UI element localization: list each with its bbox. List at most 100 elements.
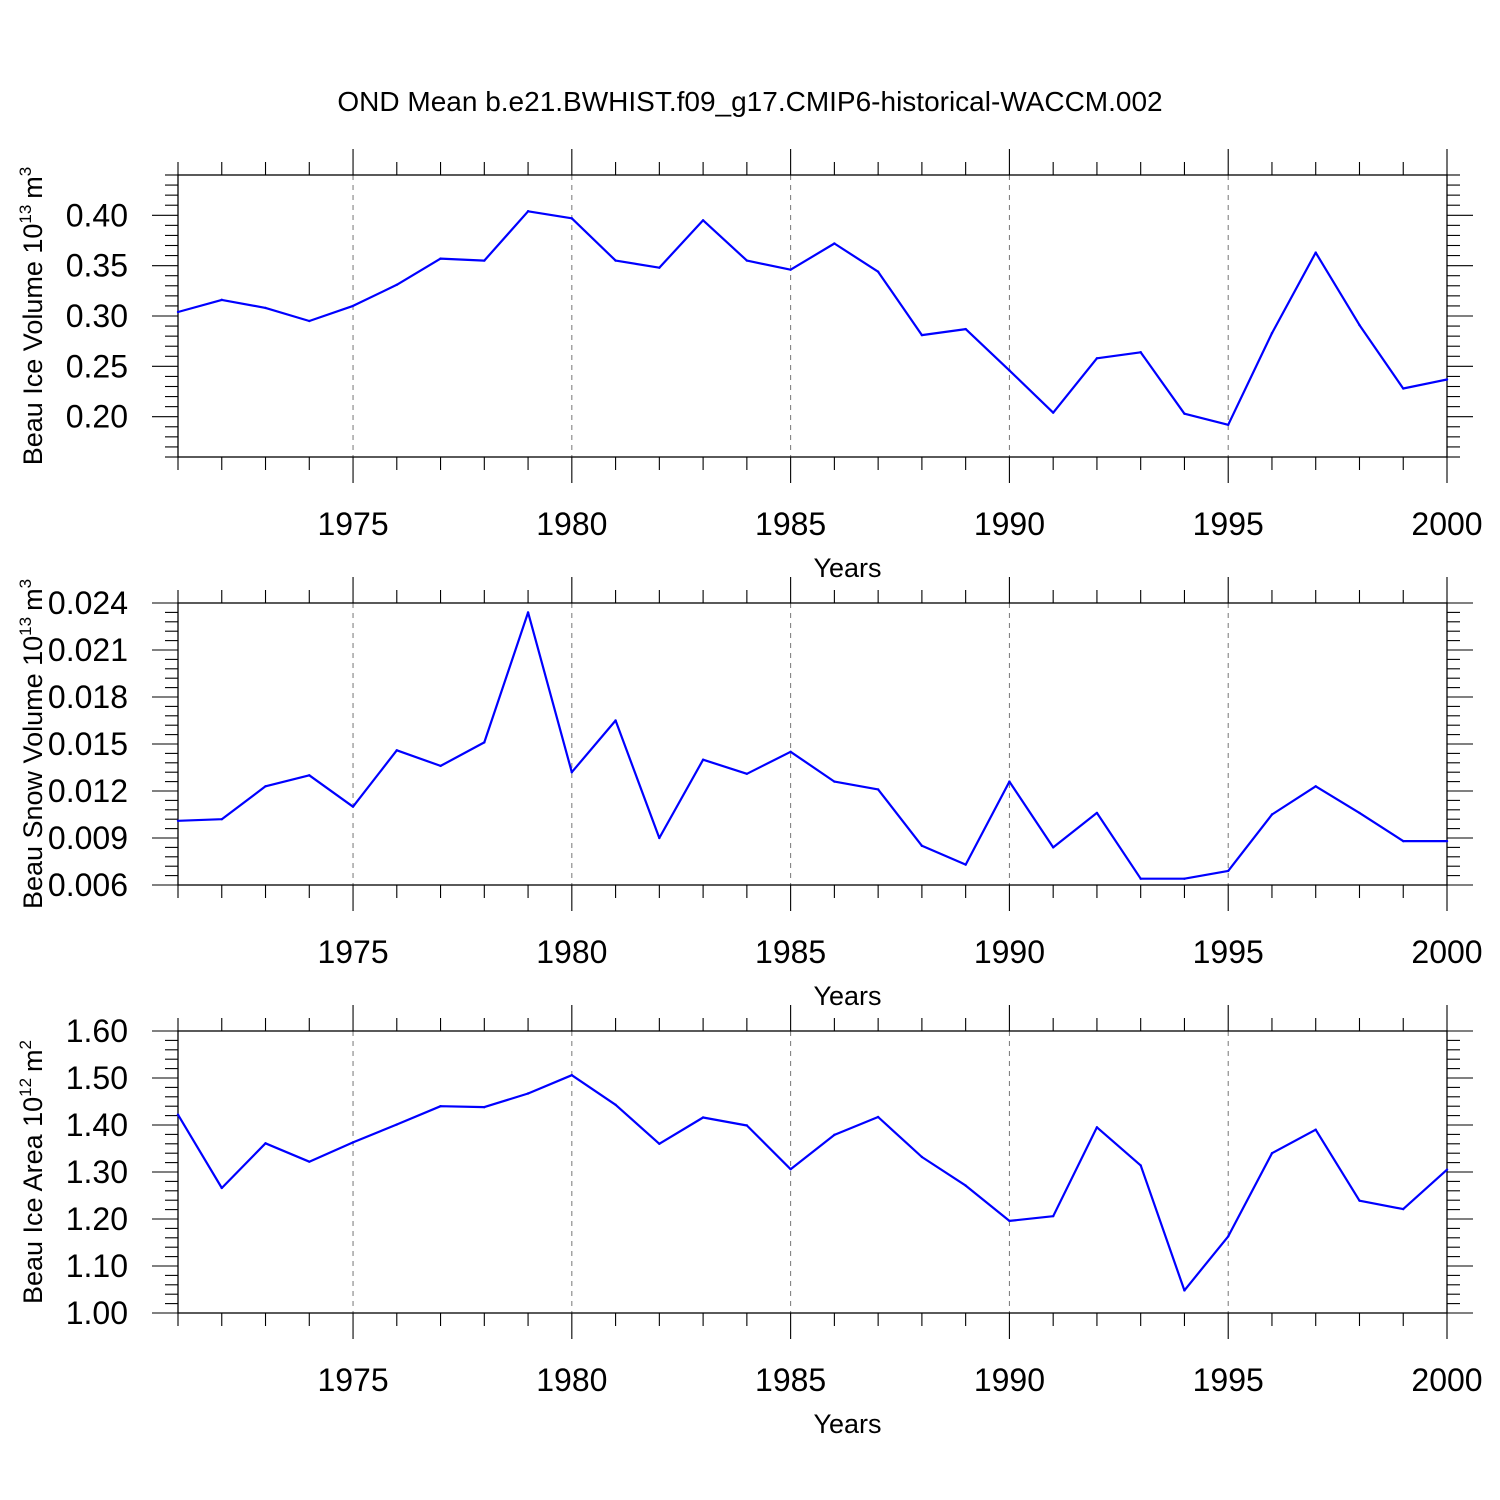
data-point — [439, 1105, 442, 1108]
data-point — [1008, 1219, 1011, 1223]
data-point — [833, 780, 836, 783]
data-point — [920, 333, 924, 337]
x-tick-label: 1985 — [755, 934, 826, 970]
data-point — [1402, 839, 1405, 843]
data-point — [351, 304, 355, 308]
chart-panel-1: 1975 1980 1985 1990 1995 2000 Years 0.20 0.25 0.3… — [16, 149, 1483, 583]
x-tick-label: 1990 — [974, 934, 1045, 970]
data-point — [1358, 1199, 1361, 1202]
data-point — [1270, 1152, 1274, 1155]
data-point — [1139, 877, 1142, 880]
data-point — [483, 1105, 486, 1109]
data-point — [351, 805, 355, 808]
y-tick-label: 1.60 — [66, 1013, 128, 1049]
data-point — [220, 818, 223, 821]
x-tick-label: 2000 — [1411, 1362, 1482, 1398]
data-point — [789, 1167, 792, 1171]
data-point — [1051, 1214, 1055, 1218]
data-point — [1270, 331, 1274, 335]
data-point — [264, 1142, 267, 1145]
y-axis-title-exponent: 12 — [16, 1078, 35, 1097]
data-point — [1051, 411, 1055, 414]
y-tick-label: 0.35 — [66, 248, 128, 284]
data-point — [1095, 357, 1099, 360]
data-point — [351, 1141, 355, 1144]
data-point — [308, 1160, 311, 1163]
data-point — [439, 764, 442, 768]
data-point — [220, 298, 223, 302]
x-tick-label: 1990 — [974, 506, 1045, 542]
x-tick-label: 1975 — [317, 1362, 388, 1398]
y-tick-label: 0.024 — [48, 585, 128, 621]
data-point — [876, 788, 880, 791]
data-point — [920, 1155, 924, 1159]
data-point — [1183, 412, 1186, 415]
data-point — [1358, 323, 1361, 327]
data-point — [701, 758, 705, 761]
x-axis-title: Years — [813, 1409, 881, 1439]
y-axis-title-exponent: 13 — [16, 205, 35, 224]
y-tick-label: 1.10 — [66, 1248, 128, 1284]
data-point — [176, 1113, 180, 1116]
x-axis-title: Years — [813, 981, 881, 1011]
data-point — [1051, 846, 1055, 849]
y-tick-label: 0.018 — [48, 679, 128, 715]
data-point — [964, 327, 967, 331]
y-tick-label: 1.50 — [66, 1060, 128, 1096]
series-line — [177, 210, 1448, 426]
x-tick-label: 1975 — [317, 934, 388, 970]
y-tick-label: 1.40 — [66, 1107, 128, 1143]
x-tick-label: 1985 — [755, 506, 826, 542]
y-tick-label: 1.20 — [66, 1201, 128, 1237]
y-tick-label: 0.021 — [48, 632, 128, 668]
chart-panel-3: 1975 1980 1985 1990 1995 2000 Years 1.00 1.10 1.2… — [16, 1005, 1483, 1439]
data-point — [789, 750, 792, 754]
y-axis-title-text: Beau Ice Area 10 — [18, 1097, 48, 1304]
series-line — [177, 611, 1447, 880]
plot-frame — [177, 174, 1448, 458]
y-axis-title: Beau Ice Volume 1013 m3 — [16, 167, 48, 466]
data-point — [789, 268, 792, 271]
y-axis-title-unit: m — [18, 588, 48, 611]
data-point — [833, 1133, 836, 1137]
y-axis-title: Beau Ice Area 1012 m2 — [16, 1040, 48, 1304]
data-point — [745, 772, 749, 775]
data-point — [1227, 1235, 1230, 1238]
data-point — [1445, 378, 1449, 381]
data-point — [1314, 785, 1317, 788]
x-tick-label: 1975 — [317, 506, 388, 542]
data-point — [614, 259, 617, 262]
data-point — [1008, 780, 1011, 783]
plot-frame — [177, 602, 1448, 886]
data-point — [1227, 423, 1230, 426]
data-point — [1139, 351, 1142, 354]
x-tick-label: 1980 — [536, 1362, 607, 1398]
y-axis-title-text: Beau Ice Volume 10 — [18, 224, 48, 466]
data-point — [570, 1073, 574, 1077]
data-point — [308, 319, 311, 323]
x-axis-title: Years — [813, 553, 881, 583]
y-tick-label: 0.012 — [48, 773, 128, 809]
data-point — [876, 270, 880, 273]
data-point — [745, 1124, 749, 1127]
y-axis-title-unit-exponent: 3 — [16, 167, 35, 176]
y-tick-label: 1.30 — [66, 1154, 128, 1190]
y-axis-title-text: Beau Snow Volume 10 — [18, 636, 48, 909]
data-point — [220, 1186, 223, 1190]
data-point — [1183, 1289, 1186, 1292]
data-point — [614, 719, 617, 722]
data-point — [483, 259, 486, 262]
data-point — [701, 219, 705, 222]
data-point — [658, 266, 661, 269]
data-point — [526, 210, 530, 213]
data-point — [1008, 369, 1011, 372]
data-point — [1183, 877, 1186, 880]
data-point — [395, 749, 398, 752]
data-point — [964, 1184, 967, 1187]
figure-title: OND Mean b.e21.BWHIST.f09_g17.CMIP6-hist… — [337, 86, 1162, 117]
data-point — [1402, 387, 1405, 390]
data-point — [1227, 869, 1230, 873]
data-point — [658, 1142, 661, 1146]
data-point — [395, 283, 398, 286]
